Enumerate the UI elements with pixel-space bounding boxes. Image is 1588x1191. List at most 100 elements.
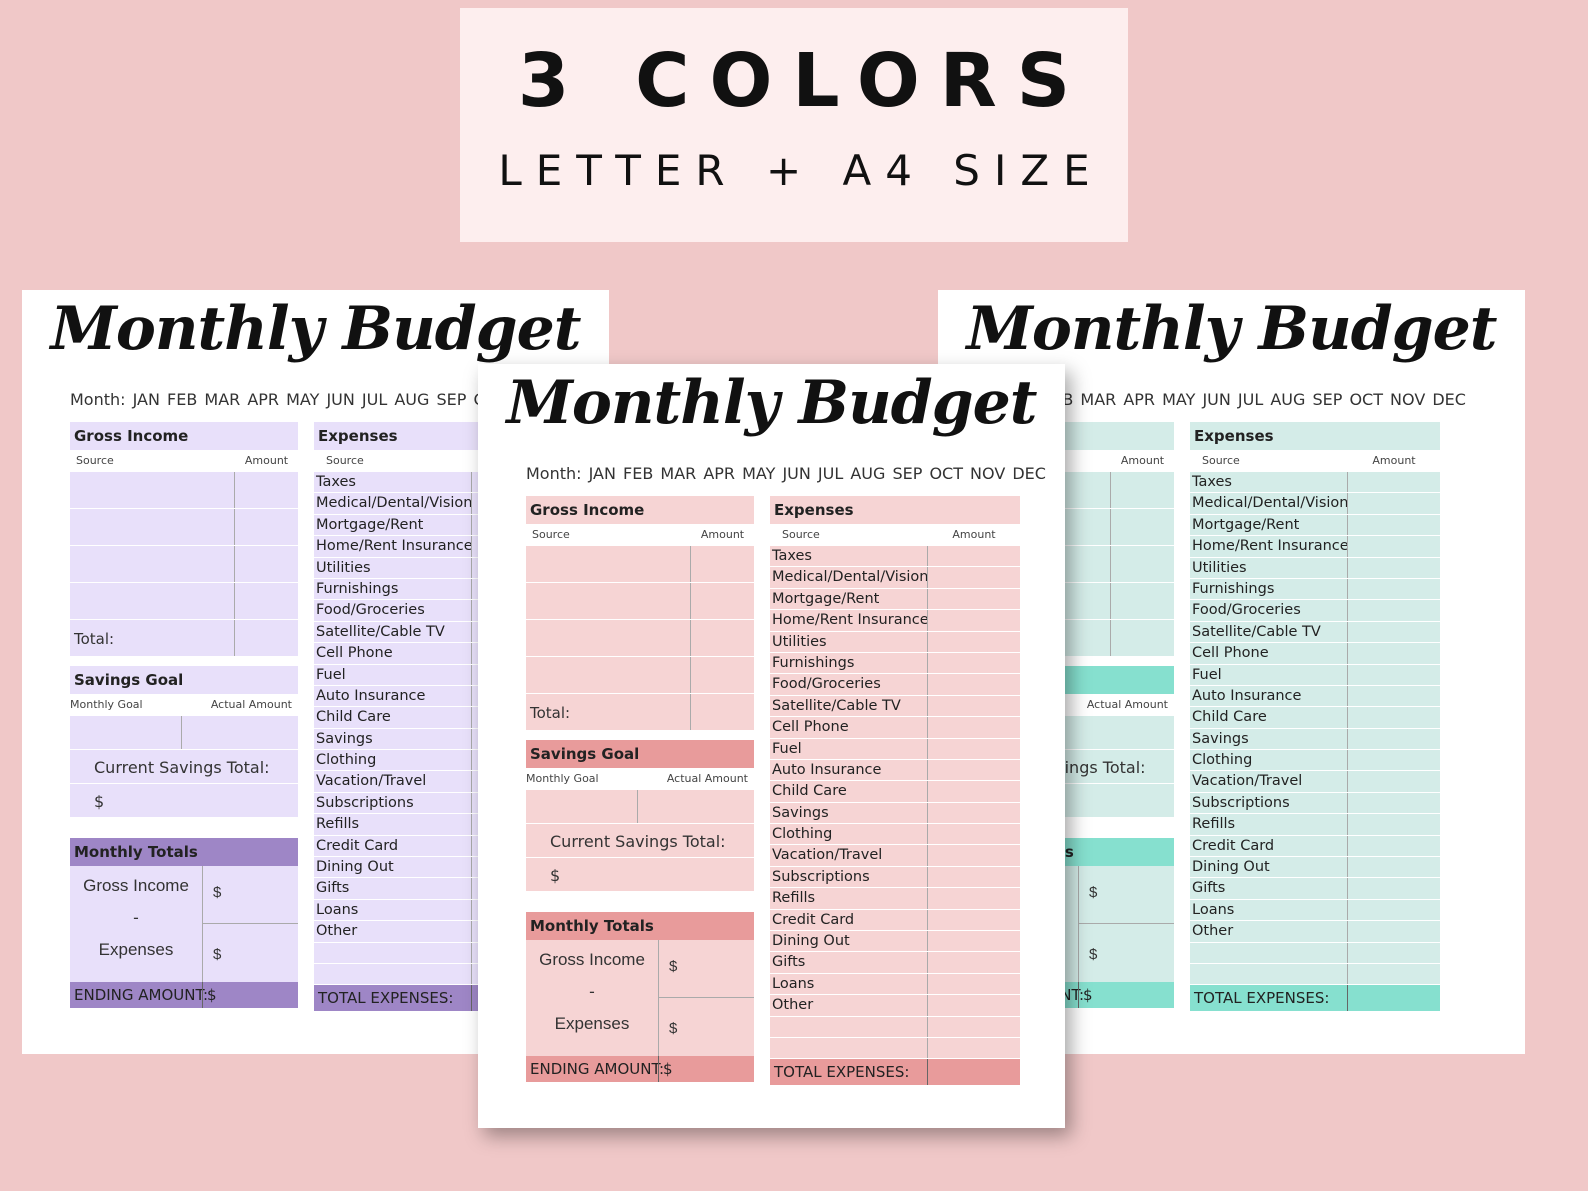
month-option[interactable]: MAR — [1080, 390, 1117, 409]
expense-row[interactable]: Subscriptions — [770, 866, 1020, 889]
income-row[interactable] — [70, 546, 298, 583]
expense-row[interactable]: Mortgage/Rent — [770, 588, 1020, 611]
expense-row[interactable]: Gifts — [770, 952, 1020, 974]
expense-blank-row[interactable] — [770, 1016, 1020, 1038]
expense-row[interactable]: Taxes — [1190, 472, 1440, 494]
expense-row[interactable]: Food/Groceries — [1190, 600, 1440, 622]
month-option[interactable]: JUN — [326, 390, 355, 409]
expense-row[interactable]: Refills — [770, 888, 1020, 910]
expense-row[interactable]: Child Care — [1190, 707, 1440, 729]
income-total-row[interactable]: Total: — [526, 694, 754, 731]
ending-amount-row[interactable]: ENDING AMOUNT: $ — [70, 982, 298, 1008]
expense-row[interactable]: Credit Card — [1190, 835, 1440, 858]
expense-row[interactable]: Vacation/Travel — [1190, 771, 1440, 793]
month-option[interactable]: JUL — [1237, 390, 1264, 409]
expense-row[interactable]: Home/Rent Insurance — [770, 610, 1020, 632]
month-option[interactable]: JAN — [132, 390, 160, 409]
expense-blank-row[interactable] — [770, 1037, 1020, 1060]
month-option[interactable]: MAY — [286, 390, 320, 409]
month-option[interactable]: SEP — [1312, 390, 1343, 409]
month-option[interactable]: DEC — [1012, 464, 1046, 483]
income-row[interactable] — [526, 546, 754, 583]
current-savings-value[interactable]: $ — [70, 784, 298, 818]
total-expenses-row[interactable]: TOTAL EXPENSES: — [770, 1059, 1020, 1086]
month-option[interactable]: MAY — [1162, 390, 1196, 409]
month-option[interactable]: NOV — [1390, 390, 1426, 409]
expense-row[interactable]: Loans — [1190, 899, 1440, 922]
expense-row[interactable]: Utilities — [1190, 557, 1440, 579]
expense-row[interactable]: Credit Card — [770, 909, 1020, 932]
month-option[interactable]: AUG — [1270, 390, 1306, 409]
expense-row[interactable]: Satellite/Cable TV — [770, 695, 1020, 718]
month-option[interactable]: OCT — [929, 464, 963, 483]
expense-row[interactable]: Refills — [1190, 814, 1440, 836]
month-option[interactable]: MAR — [660, 464, 697, 483]
expense-row[interactable]: Furnishings — [1190, 578, 1440, 601]
ending-amount-row[interactable]: ENDING AMOUNT: $ — [526, 1056, 754, 1082]
expense-row[interactable]: Medical/Dental/Vision — [1190, 493, 1440, 515]
expense-blank-row[interactable] — [1190, 942, 1440, 964]
month-option[interactable]: JUL — [361, 390, 388, 409]
month-option[interactable]: JUN — [782, 464, 811, 483]
expense-row[interactable]: Auto Insurance — [1190, 685, 1440, 708]
month-option[interactable]: JUN — [1202, 390, 1231, 409]
expense-row[interactable]: Gifts — [1190, 878, 1440, 900]
totals-expenses-value[interactable]: $ — [213, 946, 222, 963]
month-option[interactable]: FEB — [623, 464, 654, 483]
expense-row[interactable]: Food/Groceries — [770, 674, 1020, 696]
totals-expenses-value[interactable]: $ — [669, 1020, 678, 1037]
totals-gross-income-value[interactable]: $ — [203, 866, 298, 924]
totals-gross-income-value[interactable]: $ — [659, 940, 754, 998]
month-option[interactable]: AUG — [850, 464, 886, 483]
income-row[interactable] — [70, 583, 298, 620]
income-row[interactable] — [70, 509, 298, 546]
month-option[interactable]: APR — [247, 390, 280, 409]
income-row[interactable] — [526, 657, 754, 694]
totals-expenses-value[interactable]: $ — [1089, 946, 1098, 963]
month-option[interactable]: FEB — [167, 390, 198, 409]
expense-row[interactable]: Fuel — [1190, 664, 1440, 686]
expense-row[interactable]: Subscriptions — [1190, 792, 1440, 815]
expense-row[interactable]: Auto Insurance — [770, 759, 1020, 782]
month-option[interactable]: APR — [1123, 390, 1156, 409]
expense-row[interactable]: Home/Rent Insurance — [1190, 536, 1440, 558]
expense-row[interactable]: Savings — [1190, 728, 1440, 751]
month-option[interactable]: MAY — [742, 464, 776, 483]
expense-row[interactable]: Other — [1190, 921, 1440, 943]
month-option[interactable]: APR — [703, 464, 736, 483]
income-total-row[interactable]: Total: — [70, 620, 298, 657]
income-row[interactable] — [70, 472, 298, 509]
income-row[interactable] — [526, 583, 754, 620]
month-option[interactable]: NOV — [970, 464, 1006, 483]
savings-entry-row[interactable] — [526, 790, 754, 824]
expense-row[interactable]: Cell Phone — [1190, 643, 1440, 665]
month-option[interactable]: MAR — [204, 390, 241, 409]
expense-row[interactable]: Dining Out — [770, 931, 1020, 953]
totals-gross-income-value[interactable]: $ — [1079, 866, 1174, 924]
month-option[interactable]: OCT — [1349, 390, 1383, 409]
month-option[interactable]: SEP — [892, 464, 923, 483]
month-option[interactable]: SEP — [436, 390, 467, 409]
month-option[interactable]: JAN — [588, 464, 616, 483]
expense-row[interactable]: Cell Phone — [770, 717, 1020, 739]
expense-row[interactable]: Savings — [770, 802, 1020, 825]
expense-row[interactable]: Vacation/Travel — [770, 845, 1020, 867]
savings-entry-row[interactable] — [70, 716, 298, 750]
expense-row[interactable]: Medical/Dental/Vision — [770, 567, 1020, 589]
current-savings-value[interactable]: $ — [526, 858, 754, 892]
income-row[interactable] — [526, 620, 754, 657]
month-option[interactable]: JUL — [817, 464, 844, 483]
expense-row[interactable]: Dining Out — [1190, 857, 1440, 879]
expense-row[interactable]: Child Care — [770, 781, 1020, 803]
expense-row[interactable]: Other — [770, 995, 1020, 1017]
expense-row[interactable]: Clothing — [770, 824, 1020, 846]
month-option[interactable]: AUG — [394, 390, 430, 409]
expense-row[interactable]: Mortgage/Rent — [1190, 514, 1440, 537]
expense-row[interactable]: Utilities — [770, 631, 1020, 653]
month-option[interactable]: DEC — [1432, 390, 1466, 409]
expense-row[interactable]: Furnishings — [770, 652, 1020, 675]
expense-row[interactable]: Loans — [770, 973, 1020, 996]
total-expenses-row[interactable]: TOTAL EXPENSES: — [1190, 985, 1440, 1012]
expense-row[interactable]: Clothing — [1190, 750, 1440, 772]
expense-blank-row[interactable] — [1190, 963, 1440, 986]
